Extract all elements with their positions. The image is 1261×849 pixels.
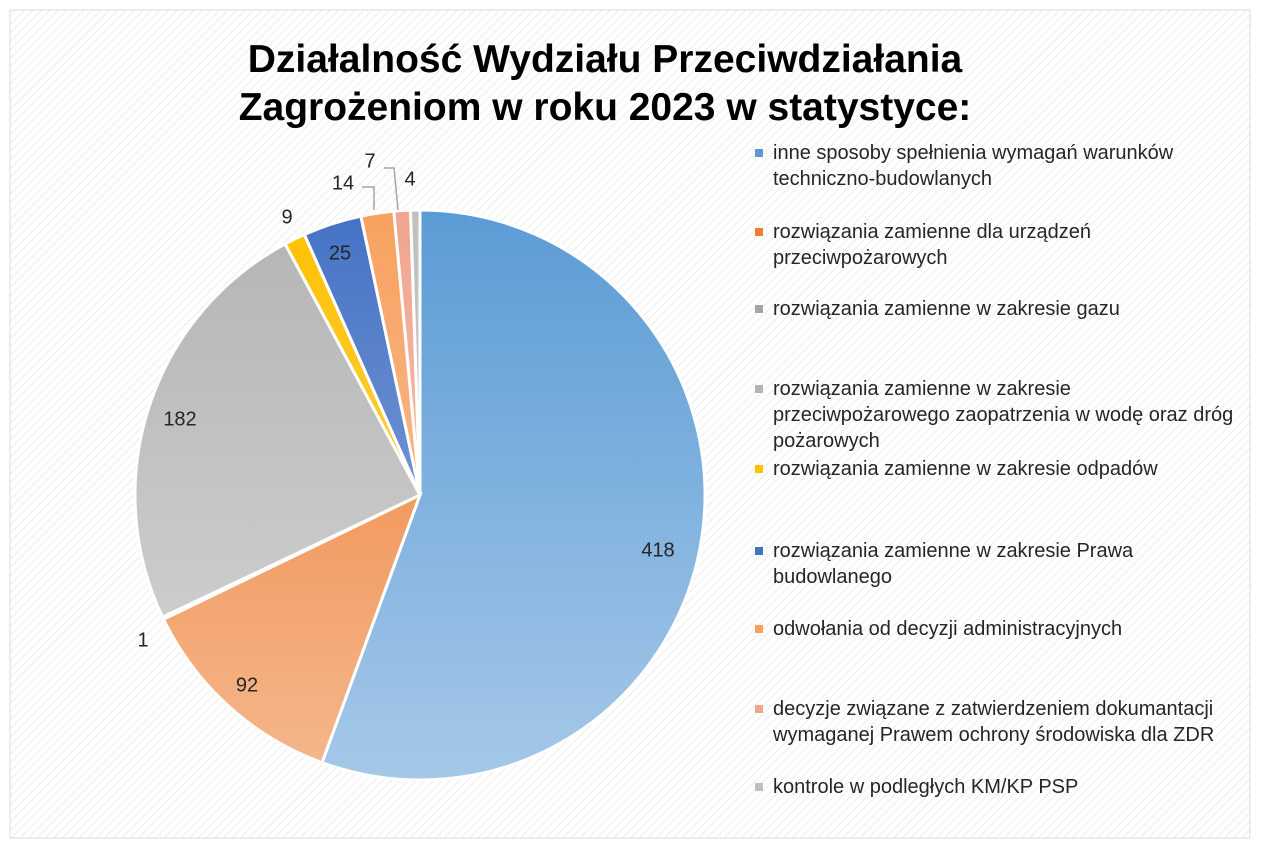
legend-swatch — [755, 547, 763, 555]
legend-swatch — [755, 385, 763, 393]
legend-swatch — [755, 783, 763, 791]
data-label: 9 — [281, 206, 292, 228]
data-label: 92 — [236, 674, 258, 696]
legend-label: rozwiązania zamienne w zakresie gazu — [773, 298, 1120, 320]
legend-swatch — [755, 149, 763, 157]
legend-swatch — [755, 465, 763, 473]
legend-label: rozwiązania zamienne w zakresie odpadów — [773, 458, 1158, 480]
legend-label: inne sposoby spełnienia wymagań warunków… — [773, 142, 1174, 190]
data-label: 7 — [364, 150, 375, 172]
legend-label: kontrole w podległych KM/KP PSP — [773, 776, 1079, 798]
pie-slice — [133, 241, 423, 620]
legend-label: rozwiązania zamienne w zakresie Prawa bu… — [773, 540, 1134, 588]
data-label: 1 — [137, 629, 148, 651]
legend-label: rozwiązania zamienne w zakresie przeciwp… — [773, 378, 1234, 452]
data-label: 182 — [163, 408, 196, 430]
leader-line — [362, 186, 375, 210]
legend-label: decyzje związane z zatwierdzeniem dokuma… — [773, 698, 1215, 746]
chart-title: Działalność Wydziału Przeciwdziałania Za… — [238, 38, 972, 129]
leader-line — [384, 167, 399, 211]
legend-label: odwołania od decyzji administracyjnych — [773, 618, 1123, 640]
legend-swatch — [755, 705, 763, 713]
data-label: 418 — [641, 539, 674, 561]
data-label: 25 — [329, 242, 351, 264]
pie-slice — [161, 492, 423, 765]
pie-slice — [320, 208, 707, 782]
legend-label: rozwiązania zamienne dla urządzeń przeci… — [773, 221, 1091, 269]
pie-slice — [408, 208, 422, 496]
data-label: 14 — [332, 172, 354, 194]
legend-swatch — [755, 228, 763, 236]
legend-swatch — [755, 305, 763, 313]
data-label: 4 — [404, 168, 415, 190]
legend-swatch — [755, 625, 763, 633]
